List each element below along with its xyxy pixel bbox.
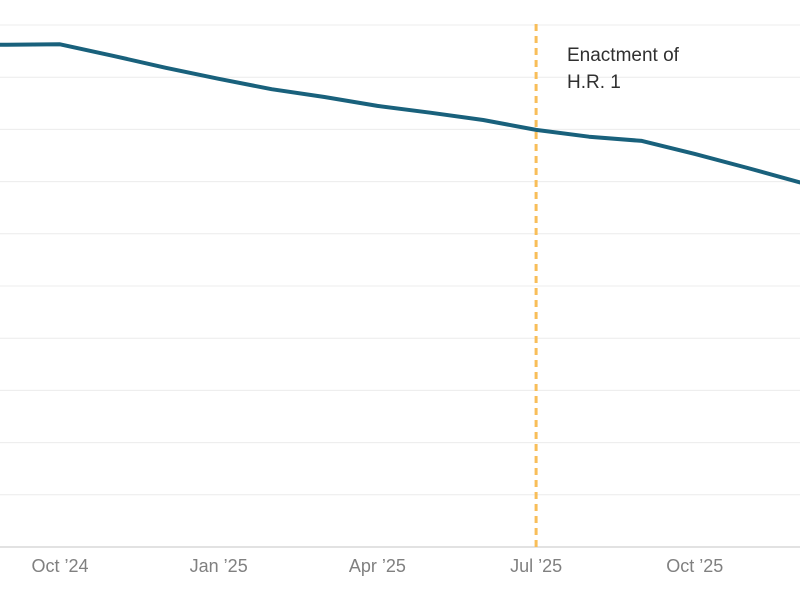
reference-line-annotation: Enactment of H.R. 1 <box>567 42 679 96</box>
x-tick-label: Oct ’24 <box>31 556 89 576</box>
annotation-line-1: Enactment of <box>567 45 679 66</box>
annotation-line-2: H.R. 1 <box>567 72 621 93</box>
x-tick-label: Apr ’25 <box>348 556 406 576</box>
x-tick-label: Jul ’25 <box>510 556 563 576</box>
x-tick-label: Oct ’25 <box>666 556 724 576</box>
trend-line <box>0 42 800 185</box>
x-tick-label: Jan ’25 <box>189 556 248 576</box>
